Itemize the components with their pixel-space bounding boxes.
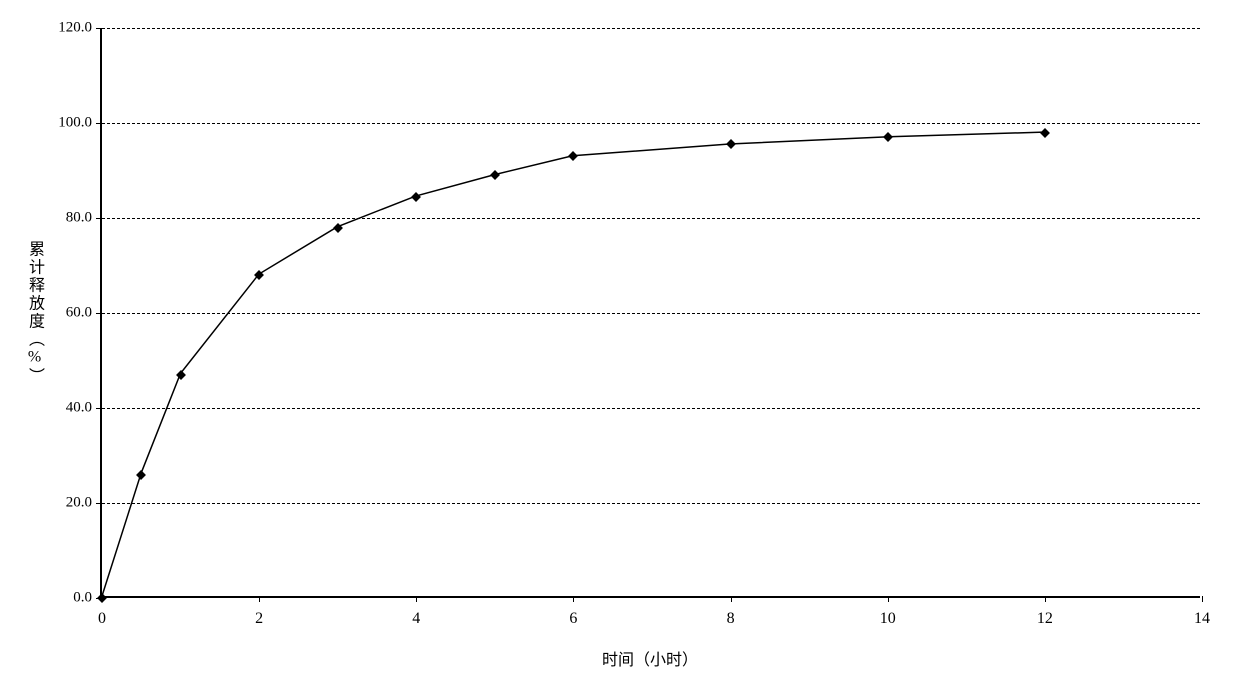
release-chart: 0.020.040.060.080.0100.0120.002468101214… xyxy=(0,0,1240,687)
x-tick-label: 2 xyxy=(255,610,263,628)
x-tick-label: 8 xyxy=(727,610,735,628)
x-axis-title: 时间（小时） xyxy=(602,646,698,670)
x-tick-label: 6 xyxy=(569,610,577,628)
gridline-h xyxy=(102,218,1200,219)
y-tick-label: 80.0 xyxy=(66,210,102,227)
x-tick-label: 10 xyxy=(880,610,896,628)
gridline-h xyxy=(102,313,1200,314)
x-tick xyxy=(731,596,732,602)
plot-area: 0.020.040.060.080.0100.0120.002468101214 xyxy=(100,28,1200,598)
x-tick-label: 12 xyxy=(1037,610,1053,628)
x-tick xyxy=(259,596,260,602)
x-tick xyxy=(573,596,574,602)
x-tick-label: 0 xyxy=(98,610,106,628)
y-tick-label: 40.0 xyxy=(66,400,102,417)
x-tick-label: 4 xyxy=(412,610,420,628)
y-axis-title: 累计释放度（%） xyxy=(22,241,46,386)
x-tick xyxy=(1202,596,1203,602)
gridline-h xyxy=(102,503,1200,504)
x-tick xyxy=(416,596,417,602)
x-tick-label: 14 xyxy=(1194,610,1210,628)
x-tick xyxy=(888,596,889,602)
y-tick-label: 100.0 xyxy=(58,115,102,132)
gridline-h xyxy=(102,28,1200,29)
gridline-h xyxy=(102,123,1200,124)
y-tick-label: 120.0 xyxy=(58,20,102,37)
series-line xyxy=(102,132,1043,596)
y-tick-label: 60.0 xyxy=(66,305,102,322)
gridline-h xyxy=(102,408,1200,409)
x-tick xyxy=(1045,596,1046,602)
y-tick-label: 20.0 xyxy=(66,495,102,512)
data-line-svg xyxy=(102,28,1200,596)
